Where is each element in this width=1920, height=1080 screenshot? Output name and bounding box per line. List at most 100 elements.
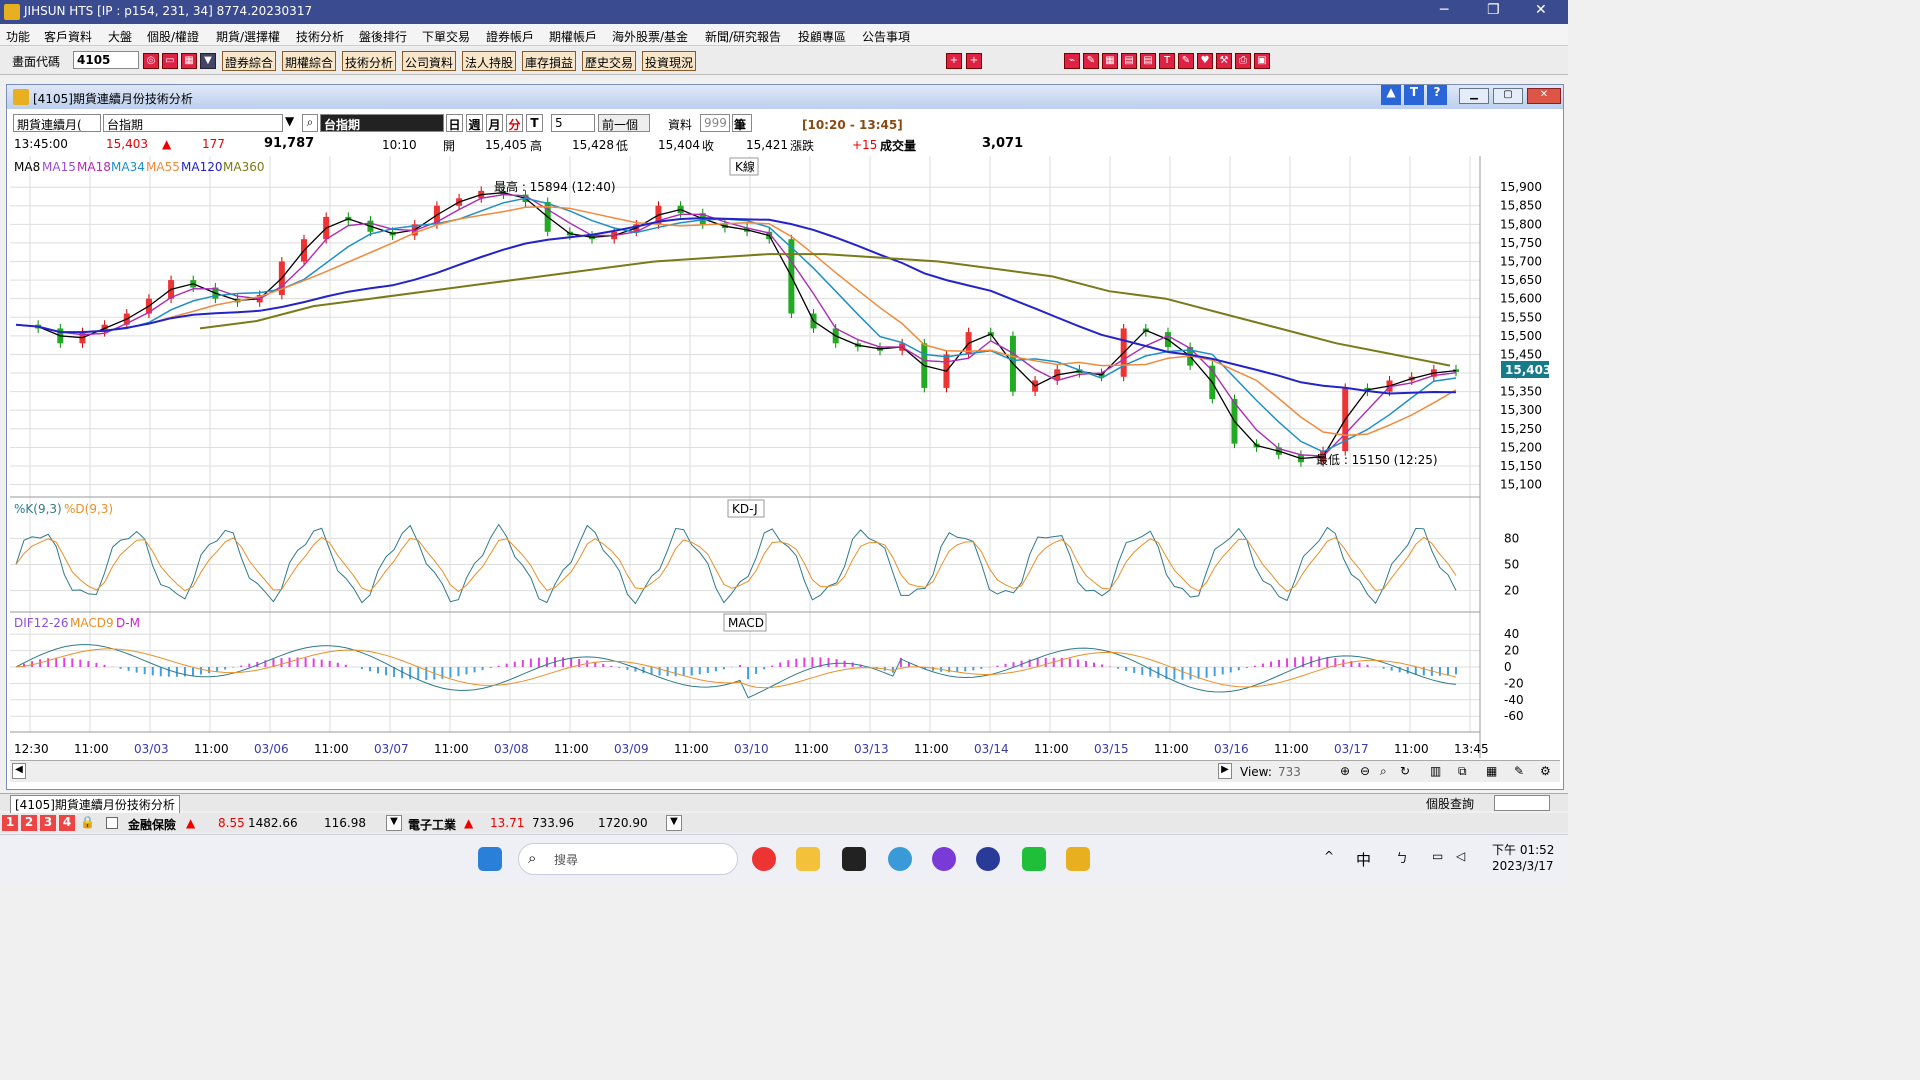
pen-icon[interactable]: ✎	[1083, 53, 1099, 69]
lock-icon[interactable]: 🔒	[80, 815, 95, 829]
doc-icon[interactable]: ▤	[1140, 53, 1156, 69]
close-button[interactable]: ✕	[1535, 2, 1547, 18]
chart-scrollbar[interactable]: ◀ ▶ View: 733 ⊕ ⊖ ⌕ ↻ ▥ ⧉ ▦ ✎ ⚙	[10, 760, 1560, 782]
pen-icon[interactable]: ✎	[1514, 764, 1525, 778]
panel-restore-button[interactable]: ▢	[1493, 88, 1523, 104]
jihsun-icon[interactable]	[1066, 847, 1090, 871]
refresh-icon[interactable]: ↻	[1400, 764, 1411, 778]
menu-item[interactable]: 技術分析	[296, 30, 345, 44]
menu-item[interactable]: 海外股票/基金	[612, 30, 689, 44]
tab-chart[interactable]: [4105]期貨連續月份技術分析	[10, 795, 180, 814]
view-value[interactable]: 733	[1278, 765, 1301, 779]
ime-mode-icon[interactable]: ㄅ	[1396, 851, 1409, 865]
add-icon[interactable]: +	[966, 53, 982, 69]
menu-item[interactable]: 大盤	[108, 30, 133, 44]
period-value[interactable]: 5	[551, 114, 595, 132]
period-day[interactable]: 日	[446, 114, 463, 132]
windows-start-icon[interactable]	[478, 847, 502, 871]
toolbar-button[interactable]: 投資現況	[642, 51, 697, 71]
page-1-button[interactable]: 1	[2, 815, 18, 831]
search-box[interactable]	[518, 843, 738, 875]
maximize-button[interactable]: ❐	[1487, 2, 1500, 18]
technical-chart[interactable]: MA8 MA15 MA18 MA34 MA55 MA120 MA360 K線 K…	[10, 156, 1560, 758]
scroll-left-icon[interactable]: ◀	[12, 763, 26, 779]
search-icon[interactable]: ◎	[143, 53, 159, 69]
ime-indicator[interactable]: 中	[1356, 851, 1372, 869]
scroll-right-icon[interactable]: ▶	[1218, 763, 1232, 779]
prev-button[interactable]: 前一個	[598, 114, 650, 132]
page-2-button[interactable]: 2	[21, 815, 37, 831]
app-icon[interactable]	[976, 847, 1000, 871]
dropdown-icon[interactable]: ▼	[285, 114, 295, 128]
minimize-button[interactable]: ─	[1440, 2, 1449, 18]
heart-icon[interactable]: ♥	[1197, 53, 1213, 69]
add-icon[interactable]: +	[946, 53, 962, 69]
data-count-input[interactable]: 999	[700, 114, 730, 132]
gear-icon[interactable]: ⚙	[1540, 764, 1551, 778]
page-4-button[interactable]: 4	[59, 815, 75, 831]
stock-query-input[interactable]	[1494, 795, 1550, 811]
panel-minimize-button[interactable]: ▁	[1459, 88, 1489, 104]
toolbar-button[interactable]: 法人持股	[462, 51, 517, 71]
up-icon[interactable]: ▲	[1381, 85, 1401, 105]
line-icon[interactable]	[1022, 847, 1046, 871]
panel-close-button[interactable]: ✕	[1527, 88, 1561, 104]
zoom-out-icon[interactable]: ⊖	[1360, 764, 1371, 778]
indicator-icon[interactable]: ▥	[1430, 764, 1442, 778]
zoom-in-icon[interactable]: ⊕	[1340, 764, 1351, 778]
print-icon[interactable]: ⎙	[1235, 53, 1251, 69]
doc-icon[interactable]: ▤	[1121, 53, 1137, 69]
toolbar-button[interactable]: 歷史交易	[582, 51, 637, 71]
menu-item[interactable]: 下單交易	[422, 30, 471, 44]
layout-icon[interactable]: ▣	[1254, 53, 1270, 69]
chart-icon[interactable]: ▦	[181, 53, 197, 69]
search-icon[interactable]: ⌕	[1380, 764, 1387, 778]
menu-item[interactable]: 客戶資料	[44, 30, 93, 44]
period-month[interactable]: 月	[486, 114, 503, 132]
network-icon[interactable]: ▭	[1432, 849, 1444, 863]
toolbar-button[interactable]: 期權綜合	[282, 51, 337, 71]
period-minute[interactable]: 分	[506, 114, 523, 132]
help-icon[interactable]: ?	[1427, 85, 1447, 105]
search-icon[interactable]: ⌕	[302, 114, 318, 132]
grid-icon[interactable]: ▦	[1102, 53, 1118, 69]
copy-icon[interactable]: ⧉	[1458, 764, 1467, 778]
menu-item[interactable]: 期權帳戶	[549, 30, 598, 44]
menu-item[interactable]: 公告事項	[862, 30, 911, 44]
table-icon[interactable]: ▦	[1486, 764, 1498, 778]
tool-icon[interactable]: ⌁	[1064, 53, 1080, 69]
print-icon[interactable]: ▭	[162, 53, 178, 69]
dropdown-icon[interactable]: ▼	[200, 53, 216, 69]
menu-item[interactable]: 個股/權證	[147, 30, 200, 44]
page-3-button[interactable]: 3	[40, 815, 56, 831]
menu-item[interactable]: 證券帳戶	[486, 30, 535, 44]
toolbar-button[interactable]: 公司資料	[402, 51, 457, 71]
dropdown-icon[interactable]: ▼	[666, 815, 682, 831]
toolbar-button[interactable]: 庫存損益	[522, 51, 577, 71]
tool-icon[interactable]: ⚒	[1216, 53, 1232, 69]
chevron-up-icon[interactable]: ^	[1324, 849, 1335, 863]
symbol-input[interactable]: 台指期	[103, 114, 283, 132]
app-icon[interactable]	[932, 847, 956, 871]
app-icon[interactable]	[888, 847, 912, 871]
folder-icon[interactable]	[796, 847, 820, 871]
menu-item[interactable]: 新聞/研究報告	[705, 30, 782, 44]
period-tick[interactable]: T	[526, 114, 543, 132]
menu-item[interactable]: 投顧專區	[798, 30, 847, 44]
notes-icon[interactable]	[842, 847, 866, 871]
toolbar-button[interactable]: 技術分析	[342, 51, 397, 71]
edit-icon[interactable]: ✎	[1178, 53, 1194, 69]
ticker-checkbox[interactable]	[106, 817, 118, 829]
chrome-icon[interactable]	[752, 847, 776, 871]
text-icon[interactable]: T	[1159, 53, 1175, 69]
toolbar-button[interactable]: 證券綜合	[222, 51, 277, 71]
text-icon[interactable]: T	[1404, 85, 1424, 105]
menu-item[interactable]: 期貨/選擇權	[216, 30, 281, 44]
period-week[interactable]: 週	[466, 114, 483, 132]
volume-icon[interactable]: ◁	[1456, 849, 1466, 863]
menu-item[interactable]: 盤後排行	[359, 30, 408, 44]
dropdown-icon[interactable]: ▼	[386, 815, 402, 831]
menu-item[interactable]: 功能	[6, 30, 31, 44]
code-input[interactable]: 4105	[73, 51, 139, 69]
type-select[interactable]: 期貨連續月(	[13, 114, 101, 132]
